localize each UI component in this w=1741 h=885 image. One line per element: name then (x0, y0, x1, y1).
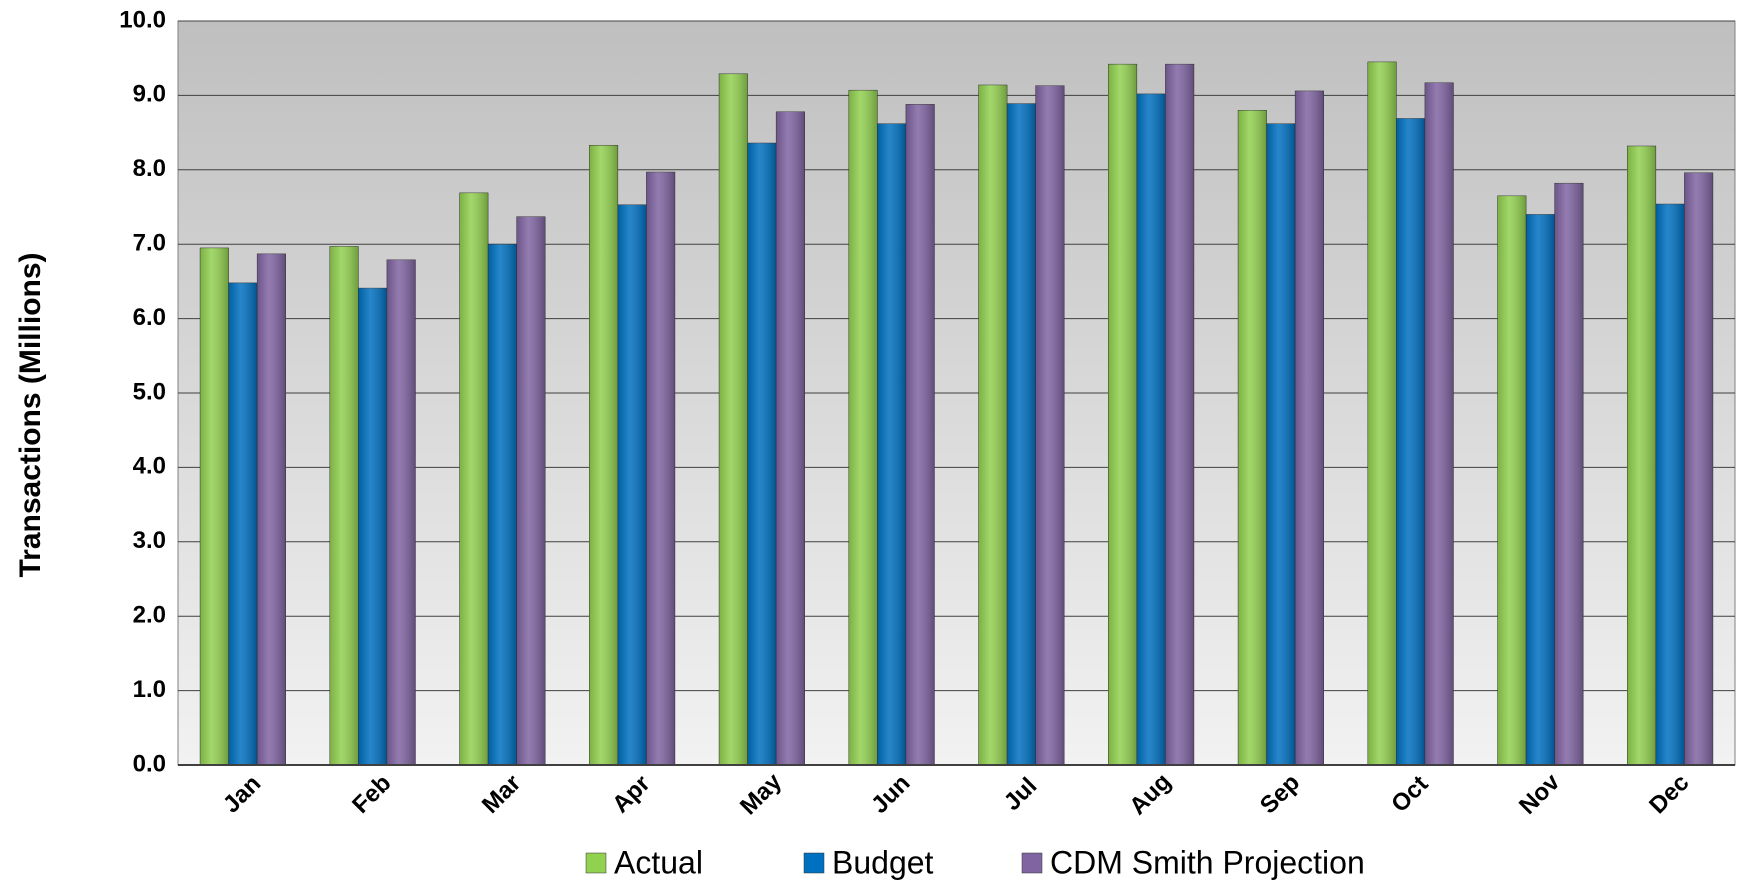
bar (589, 144, 619, 766)
x-tick-label: Sep (1255, 769, 1305, 819)
y-tick-label: 5.0 (133, 378, 166, 405)
legend-label: CDM Smith Projection (1050, 844, 1365, 880)
bar (1497, 195, 1527, 766)
bar (718, 73, 748, 766)
bar (747, 142, 777, 766)
bar (459, 192, 489, 766)
bar (1684, 172, 1714, 766)
y-tick-label: 3.0 (133, 527, 166, 554)
y-tick-label: 9.0 (133, 81, 166, 108)
bar (877, 123, 907, 766)
x-tick-label: Dec (1644, 769, 1694, 819)
bar (775, 111, 805, 766)
legend-swatch (585, 852, 607, 874)
bar (848, 89, 878, 766)
x-tick-label: Apr (607, 770, 655, 818)
x-tick-label: May (735, 768, 788, 821)
x-tick-label: Feb (347, 770, 396, 819)
y-tick-label: 2.0 (133, 602, 166, 629)
bar (1554, 182, 1584, 766)
y-axis-title: Transactions (Millions) (14, 252, 47, 577)
legend-swatch (1021, 852, 1043, 874)
x-tick-label: Oct (1386, 770, 1433, 817)
y-tick-label: 7.0 (133, 230, 166, 257)
x-tick-label: Mar (477, 770, 526, 819)
y-tick-label: 10.0 (119, 6, 166, 33)
bar (256, 253, 286, 766)
bar (617, 204, 647, 766)
bar (1035, 85, 1065, 766)
y-tick-label: 0.0 (133, 750, 166, 777)
bar (1627, 145, 1657, 766)
legend-label: Actual (614, 844, 703, 880)
bar (1424, 82, 1454, 766)
bar (905, 104, 935, 766)
x-tick-label: Aug (1124, 768, 1176, 820)
x-tick-label: Jun (866, 770, 915, 819)
y-tick-label: 1.0 (133, 676, 166, 703)
bar (329, 246, 359, 766)
bar (1396, 118, 1426, 766)
bar (487, 243, 517, 766)
bar (358, 287, 388, 766)
bar (1136, 93, 1166, 766)
bar (516, 216, 546, 766)
bar (1655, 203, 1685, 766)
bar (1006, 103, 1036, 766)
bar (1294, 90, 1324, 766)
bar (386, 259, 416, 766)
y-tick-label: 6.0 (133, 304, 166, 331)
bar (1165, 63, 1195, 766)
y-tick-label: 8.0 (133, 155, 166, 182)
bar (199, 247, 229, 766)
bar (1367, 61, 1397, 766)
bar (1525, 214, 1555, 766)
x-tick-label: Jan (218, 770, 266, 818)
bar (1237, 110, 1267, 766)
x-tick-label: Jul (999, 772, 1043, 816)
legend-label: Budget (832, 844, 934, 880)
y-tick-label: 4.0 (133, 453, 166, 480)
bar (646, 171, 676, 766)
bar (228, 282, 258, 766)
bar (1266, 123, 1296, 766)
bar (1108, 63, 1138, 766)
bar (978, 84, 1008, 766)
x-tick-label: Nov (1514, 768, 1566, 820)
legend-swatch (803, 852, 825, 874)
